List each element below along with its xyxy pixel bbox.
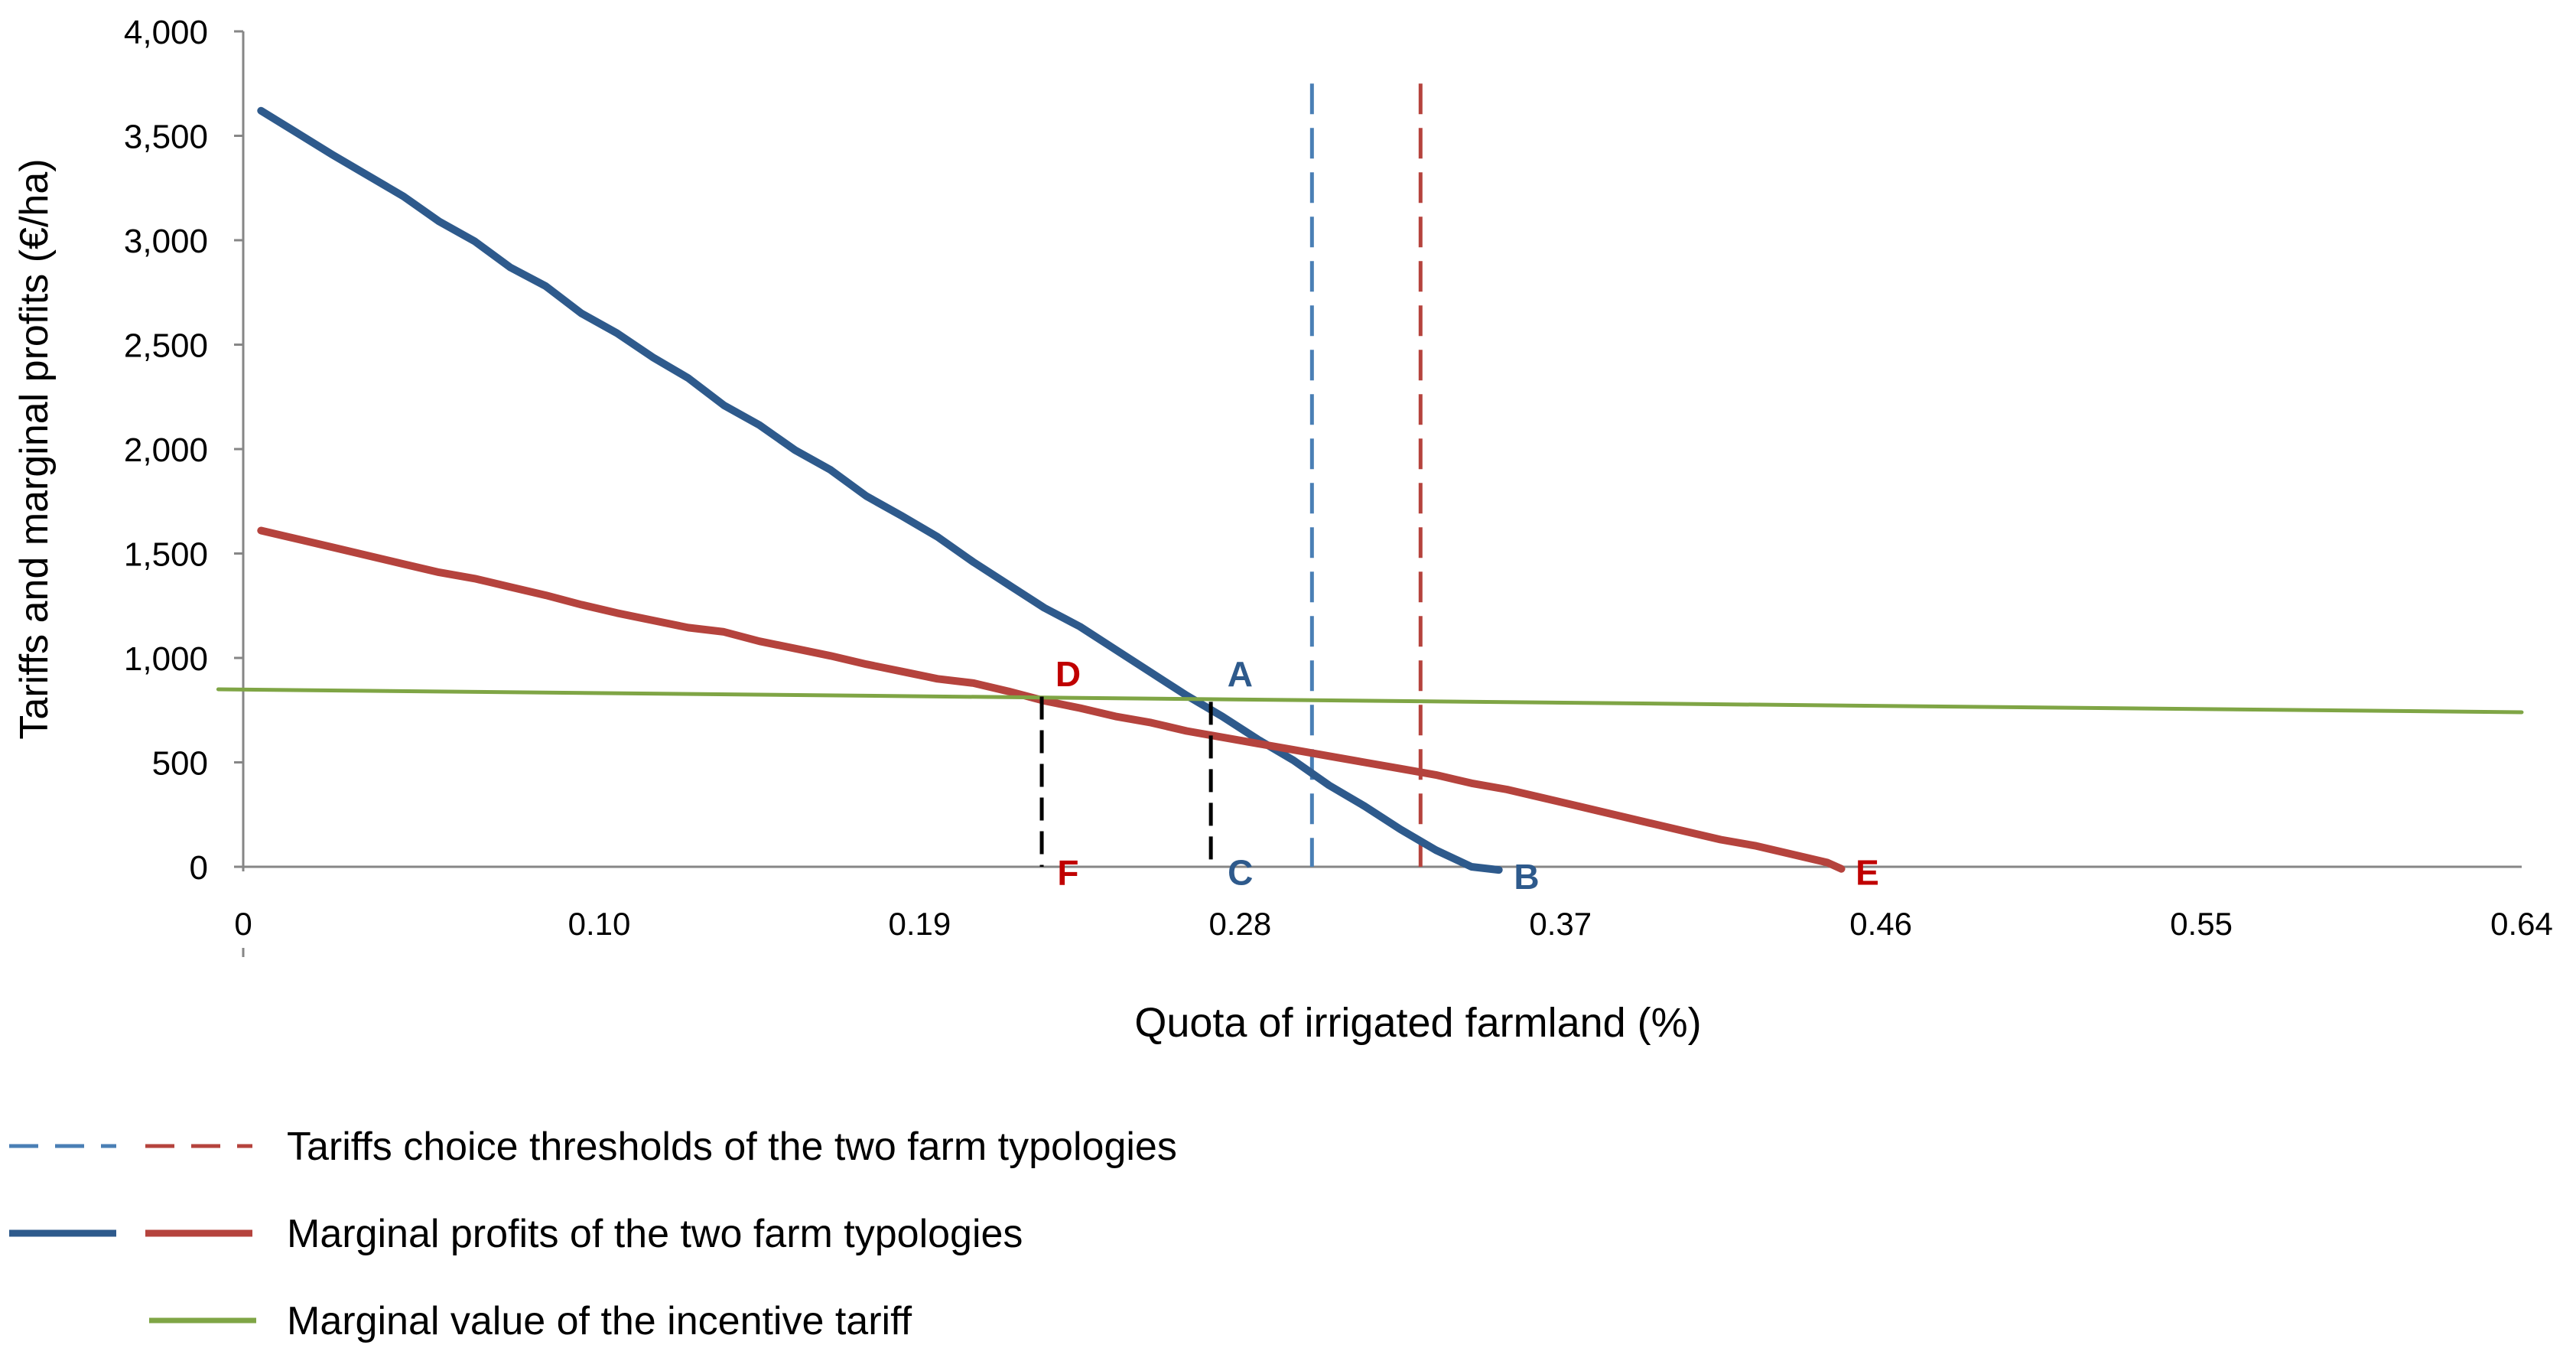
x-tick-label: 0.28 [1208, 906, 1271, 942]
point-label-d: D [1055, 654, 1081, 694]
x-tick-label: 0.37 [1529, 906, 1592, 942]
x-tick-label: 0.64 [2490, 906, 2553, 942]
legend-label: Tariffs choice thresholds of the two far… [287, 1125, 1177, 1169]
x-tick-label: 0.10 [568, 906, 631, 942]
y-tick-label: 4,000 [124, 14, 208, 51]
blue_profit-series-line [257, 106, 1503, 874]
series-layer [216, 106, 2524, 874]
x-axis-title: Quota of irrigated farmland (%) [1134, 1000, 1701, 1046]
y-axis-title: Tariffs and marginal profits (€/ha) [12, 158, 57, 739]
y-tick-label: 3,000 [124, 223, 208, 260]
x-tick-label: 0.55 [2170, 906, 2233, 942]
legend-label: Marginal value of the incentive tariff [287, 1299, 912, 1343]
x-tick-label: 0.19 [889, 906, 951, 942]
y-tick-label: 0 [190, 849, 208, 887]
drop-layer [1039, 696, 1213, 867]
legend-label: Marginal profits of the two farm typolog… [287, 1212, 1023, 1256]
point-label-e: E [1856, 852, 1879, 892]
point-label-b: B [1514, 857, 1539, 897]
point-label-c: C [1228, 852, 1253, 892]
y-tick-label: 2,500 [124, 327, 208, 365]
threshold-layer [1309, 83, 1423, 867]
y-tick-label: 1,000 [124, 640, 208, 678]
x-tick-label: 0.46 [1849, 906, 1912, 942]
point-label-a: A [1228, 654, 1253, 694]
red_profit-series-line [257, 526, 1846, 873]
y-tick-label: 2,000 [124, 431, 208, 469]
y-tick-label: 3,500 [124, 119, 208, 156]
annotation-layer: A B C D E F [1055, 654, 1879, 897]
y-tick-label: 1,500 [124, 536, 208, 574]
x-tick-label: 0 [234, 906, 252, 942]
axes-layer: 0 500 1,000 1,500 2,000 2,500 3,000 3,500 4,000 0… [12, 14, 2553, 1046]
legend-layer: Tariffs choice thresholds of the two far… [9, 1125, 1177, 1343]
green_tariff-series-line [216, 687, 2524, 715]
y-tick-label: 500 [152, 745, 208, 783]
point-label-f: F [1057, 852, 1078, 892]
